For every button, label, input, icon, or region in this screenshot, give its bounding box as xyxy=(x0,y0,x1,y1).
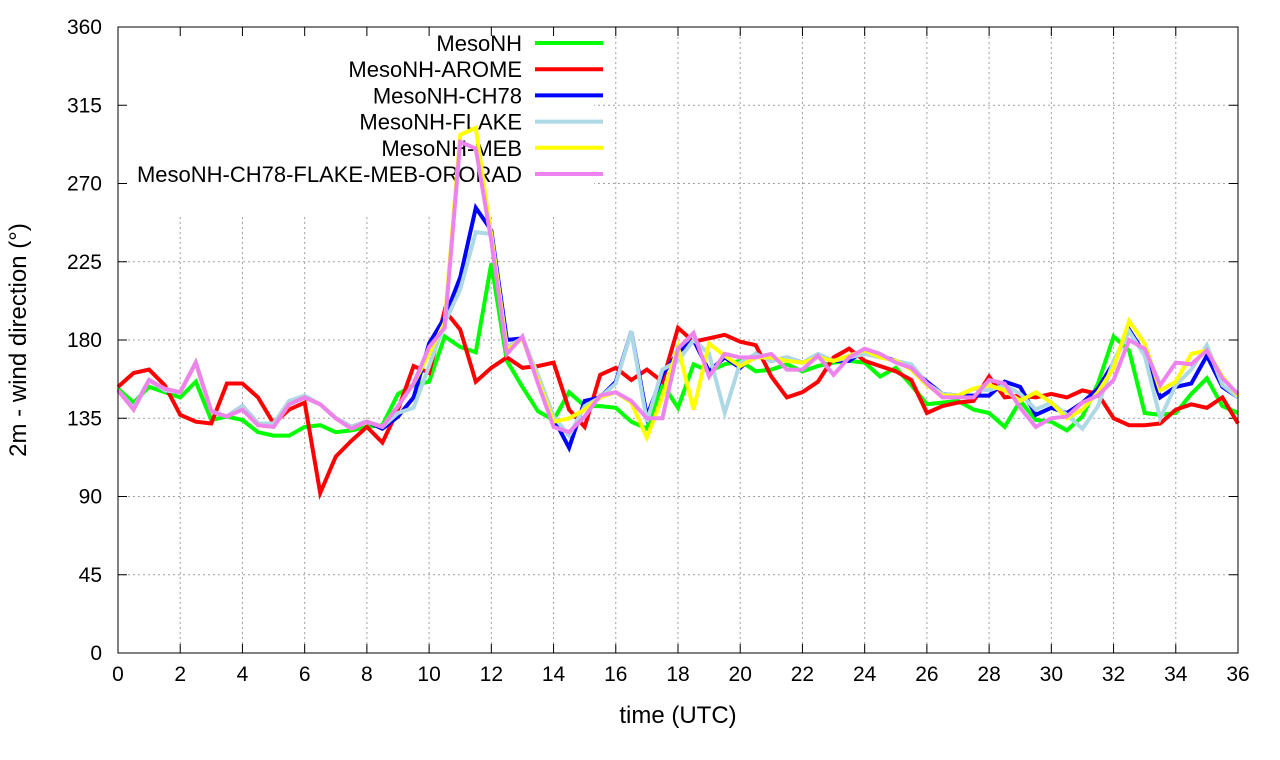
series-line-mesonh-ch78-flake-meb-ororad xyxy=(116,138,1240,435)
y-tick-label: 360 xyxy=(67,16,102,39)
series-lines xyxy=(116,125,1240,501)
y-tick-label: 135 xyxy=(67,407,102,430)
legend-background xyxy=(119,28,594,214)
y-tick-label: 270 xyxy=(67,173,102,196)
x-tick-label: 32 xyxy=(1102,663,1125,686)
y-tick-label: 225 xyxy=(67,251,102,274)
x-tick-label: 18 xyxy=(666,663,689,686)
x-tick-label: 6 xyxy=(299,663,311,686)
y-tick-label: 45 xyxy=(79,564,102,587)
x-tick-label: 24 xyxy=(853,663,877,686)
x-tick-label: 16 xyxy=(604,663,627,686)
y-tick-label: 90 xyxy=(79,486,102,509)
x-tick-label: 22 xyxy=(791,663,814,686)
x-tick-label: 30 xyxy=(1040,663,1063,686)
x-tick-label: 4 xyxy=(237,663,249,686)
x-tick-label: 28 xyxy=(977,663,1000,686)
x-tick-label: 26 xyxy=(915,663,938,686)
legend-label: MesoNH-MEB xyxy=(381,136,522,161)
legend-label: MesoNH-FLAKE xyxy=(359,110,522,135)
x-tick-label: 14 xyxy=(542,663,566,686)
x-tick-label: 12 xyxy=(480,663,503,686)
x-tick-label: 20 xyxy=(729,663,752,686)
series-line-mesonh xyxy=(116,263,1239,438)
x-tick-label: 34 xyxy=(1164,663,1188,686)
x-tick-label: 10 xyxy=(417,663,440,686)
legend-label: MesoNH-CH78 xyxy=(373,83,522,108)
legend-label: MesoNH-AROME xyxy=(348,57,522,82)
y-axis-label: 2m - wind direction (°) xyxy=(5,223,32,457)
x-tick-label: 36 xyxy=(1226,663,1249,686)
x-axis-label: time (UTC) xyxy=(619,702,736,729)
plot-frame xyxy=(117,26,1239,654)
y-tick-label: 315 xyxy=(67,94,102,117)
x-tick-label: 8 xyxy=(361,663,373,686)
legend-label: MesoNH-CH78-FLAKE-MEB-ORORAD xyxy=(137,162,522,187)
series-line-mesonh-arome xyxy=(116,306,1240,501)
y-tick-label: 0 xyxy=(90,642,102,665)
x-tick-label: 2 xyxy=(174,663,186,686)
axis-ticks: 0 2 4 6 8 10 12 14 16 18 20 22 24 26 28 30 32 34 360459013… xyxy=(67,16,1250,686)
x-tick-label: 0 xyxy=(112,663,124,686)
legend-label: MesoNH xyxy=(436,31,522,56)
y-tick-label: 180 xyxy=(67,329,102,352)
